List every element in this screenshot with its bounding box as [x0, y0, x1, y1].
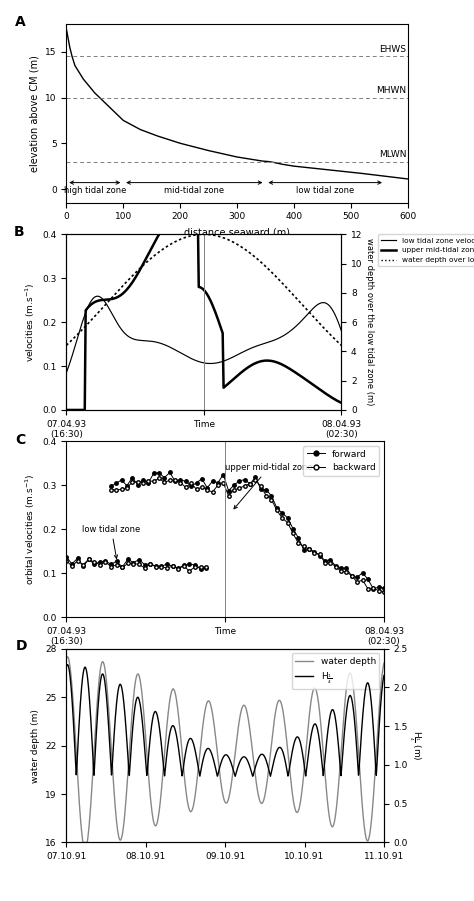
Text: C: C	[16, 432, 26, 447]
Legend: low tidal zone velocities, upper mid-tidal zone velocities, water depth over low: low tidal zone velocities, upper mid-tid…	[378, 234, 474, 266]
Y-axis label: water depth over the low tidal zone (m): water depth over the low tidal zone (m)	[365, 239, 374, 405]
X-axis label: distance seaward (m): distance seaward (m)	[184, 227, 290, 237]
Y-axis label: velocities (m.s$^{-1}$): velocities (m.s$^{-1}$)	[23, 282, 36, 362]
Text: EHWS: EHWS	[380, 45, 407, 53]
Text: A: A	[15, 15, 26, 30]
Text: high tidal zone: high tidal zone	[64, 187, 126, 196]
Text: low tidal zone: low tidal zone	[82, 524, 140, 559]
Legend: forward, backward: forward, backward	[303, 446, 379, 476]
Y-axis label: elevation above CM (m): elevation above CM (m)	[29, 55, 40, 172]
Y-axis label: orbital velocities (m.s$^{-1}$): orbital velocities (m.s$^{-1}$)	[23, 474, 36, 585]
Text: low tidal zone: low tidal zone	[296, 187, 354, 196]
Text: MLWN: MLWN	[379, 150, 407, 159]
Y-axis label: H$_{\frac{1}{4}}$ (m): H$_{\frac{1}{4}}$ (m)	[407, 731, 422, 760]
Text: MHWN: MHWN	[376, 86, 407, 95]
Text: B: B	[14, 225, 25, 240]
Text: upper mid-tidal zone: upper mid-tidal zone	[225, 463, 313, 509]
Y-axis label: water depth (m): water depth (m)	[31, 709, 40, 782]
Text: mid-tidal zone: mid-tidal zone	[164, 187, 224, 196]
Text: D: D	[16, 639, 27, 653]
Legend: water depth, H$_{\frac{1}{4}}$: water depth, H$_{\frac{1}{4}}$	[292, 653, 379, 689]
